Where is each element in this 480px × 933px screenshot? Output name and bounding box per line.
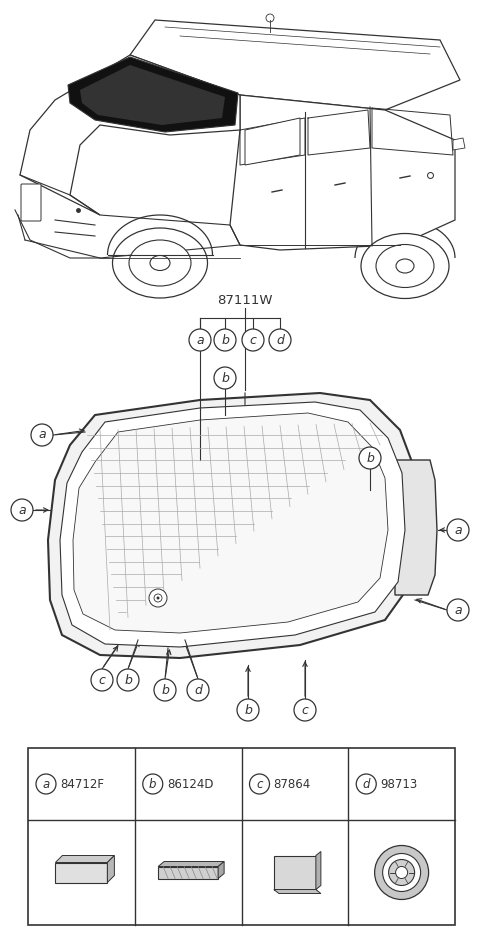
Bar	[274, 856, 316, 889]
Circle shape	[143, 774, 163, 794]
Text: a: a	[18, 504, 26, 517]
Text: 87864: 87864	[274, 777, 311, 790]
Text: a: a	[42, 777, 49, 790]
Polygon shape	[108, 856, 114, 883]
Text: 87111W: 87111W	[217, 294, 273, 307]
Polygon shape	[20, 55, 240, 215]
Text: d: d	[194, 684, 202, 697]
Text: b: b	[366, 452, 374, 465]
Polygon shape	[316, 852, 321, 889]
Circle shape	[156, 596, 159, 600]
Text: b: b	[221, 333, 229, 346]
Circle shape	[189, 329, 211, 351]
Circle shape	[214, 329, 236, 351]
Text: 84712F: 84712F	[60, 777, 104, 790]
Polygon shape	[158, 861, 224, 867]
Text: c: c	[98, 674, 106, 687]
Circle shape	[269, 329, 291, 351]
Circle shape	[91, 669, 113, 691]
Circle shape	[242, 329, 264, 351]
Polygon shape	[245, 118, 300, 165]
Circle shape	[154, 679, 176, 701]
Bar	[158, 867, 218, 879]
Text: b: b	[244, 703, 252, 717]
Circle shape	[214, 367, 236, 389]
Ellipse shape	[376, 244, 434, 287]
Text: a: a	[454, 604, 462, 617]
Text: d: d	[362, 777, 370, 790]
Text: c: c	[256, 777, 263, 790]
Text: a: a	[38, 428, 46, 441]
Text: a: a	[196, 333, 204, 346]
Polygon shape	[55, 856, 114, 862]
Ellipse shape	[361, 233, 449, 299]
Polygon shape	[48, 393, 418, 658]
Text: 98713: 98713	[380, 777, 418, 790]
Bar	[28, 748, 455, 925]
Circle shape	[447, 519, 469, 541]
Polygon shape	[130, 20, 460, 110]
Ellipse shape	[396, 259, 414, 273]
Bar	[55, 862, 108, 883]
Circle shape	[294, 699, 316, 721]
Circle shape	[266, 14, 274, 22]
Circle shape	[447, 599, 469, 621]
Circle shape	[374, 845, 429, 899]
Polygon shape	[80, 65, 225, 125]
Circle shape	[356, 774, 376, 794]
Circle shape	[149, 589, 167, 607]
Circle shape	[250, 774, 269, 794]
Ellipse shape	[150, 256, 170, 271]
Ellipse shape	[129, 240, 191, 286]
Text: c: c	[250, 333, 256, 346]
Text: a: a	[454, 523, 462, 536]
Polygon shape	[68, 57, 238, 132]
Polygon shape	[274, 889, 321, 894]
Polygon shape	[73, 413, 388, 633]
Text: b: b	[124, 674, 132, 687]
Circle shape	[11, 499, 33, 521]
Circle shape	[36, 774, 56, 794]
Circle shape	[187, 679, 209, 701]
Circle shape	[389, 859, 415, 885]
Text: b: b	[221, 371, 229, 384]
Ellipse shape	[112, 228, 207, 298]
Polygon shape	[453, 138, 465, 150]
Circle shape	[237, 699, 259, 721]
Text: c: c	[301, 703, 309, 717]
Text: 86124D: 86124D	[167, 777, 213, 790]
Circle shape	[396, 867, 408, 879]
Circle shape	[117, 669, 139, 691]
Circle shape	[383, 854, 420, 892]
Circle shape	[31, 424, 53, 446]
Polygon shape	[60, 402, 405, 647]
Text: d: d	[276, 333, 284, 346]
Polygon shape	[230, 95, 455, 250]
Polygon shape	[395, 460, 437, 595]
Circle shape	[154, 594, 162, 602]
Text: b: b	[161, 684, 169, 697]
Text: b: b	[149, 777, 156, 790]
Circle shape	[359, 447, 381, 469]
FancyBboxPatch shape	[21, 184, 41, 221]
Polygon shape	[218, 861, 224, 879]
